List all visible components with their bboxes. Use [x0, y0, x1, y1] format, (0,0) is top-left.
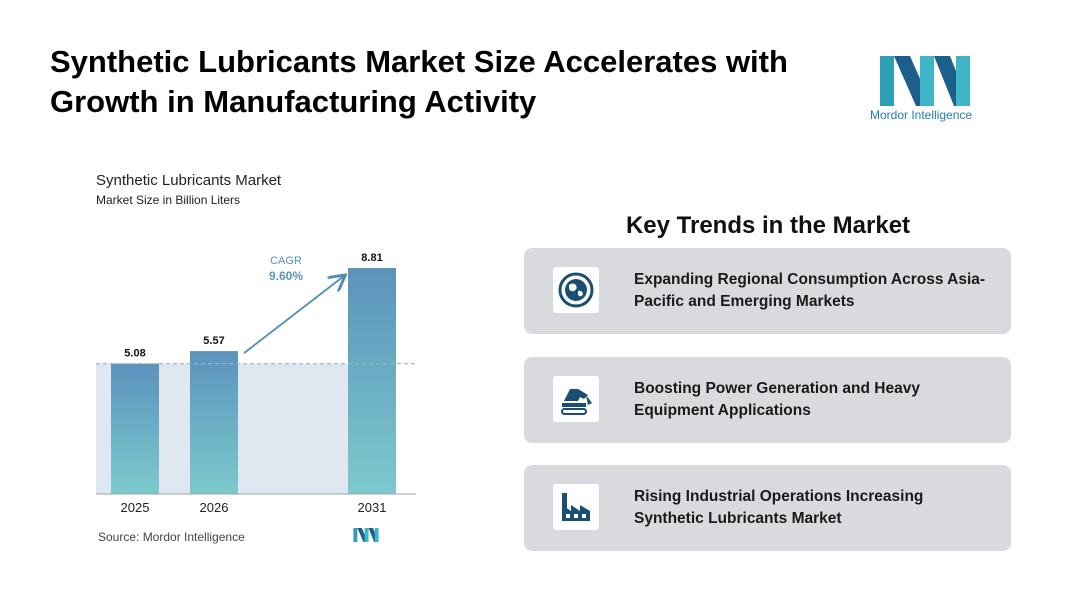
- value-label-2025: 5.08: [124, 348, 145, 360]
- trend-label: Boosting Power Generation and Heavy Equi…: [634, 380, 920, 419]
- cagr-arrow: [243, 276, 344, 354]
- page-title: Synthetic Lubricants Market Size Acceler…: [50, 44, 788, 119]
- source-logo-icon: [353, 528, 379, 542]
- chart-source: Source: Mordor Intelligence: [98, 530, 245, 544]
- chart-subtitle: Market Size in Billion Liters: [96, 193, 241, 207]
- bar-2026: [190, 351, 238, 494]
- excavator-icon: [553, 376, 599, 422]
- trend-card-power: Boosting Power Generation and Heavy Equi…: [524, 357, 1011, 443]
- trends-title: Key Trends in the Market: [625, 212, 911, 239]
- cagr-label: CAGR: [270, 255, 302, 267]
- globe-icon: [553, 267, 599, 313]
- bar-2025: [111, 363, 159, 494]
- cagr-value: 9.60%: [269, 269, 303, 283]
- bar-2031: [348, 268, 396, 494]
- category-label-2025: 2025: [121, 500, 150, 515]
- bar-chart: 5.08 5.57 8.81 2025 2026 2031 CAGR 9.60%: [96, 252, 416, 515]
- trend-card-regional: Expanding Regional Consumption Across As…: [524, 248, 1011, 334]
- trend-label: Expanding Regional Consumption Across As…: [634, 271, 986, 310]
- chart-title: Synthetic Lubricants Market: [96, 172, 282, 189]
- value-label-2031: 8.81: [361, 252, 382, 264]
- trend-card-industrial: Rising Industrial Operations Increasing …: [524, 465, 1011, 551]
- category-label-2031: 2031: [358, 500, 387, 515]
- category-label-2026: 2026: [200, 500, 229, 515]
- mordor-logo-icon: [880, 56, 970, 106]
- factory-icon: [553, 484, 599, 530]
- brand-name: Mordor Intelligence: [870, 108, 973, 122]
- trend-label: Rising Industrial Operations Increasing …: [634, 488, 924, 527]
- brand-logo: Mordor Intelligence: [870, 56, 982, 126]
- value-label-2026: 5.57: [203, 335, 224, 347]
